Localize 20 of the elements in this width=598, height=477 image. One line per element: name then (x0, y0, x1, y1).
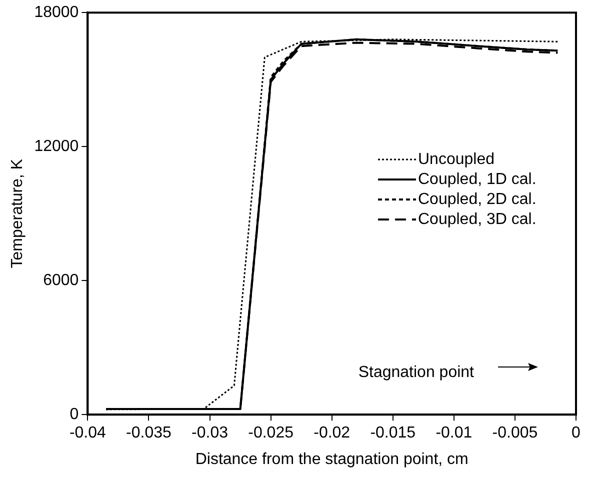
x-tick-label: -0.005 (492, 424, 538, 442)
y-axis-title: Temperature, K (9, 158, 26, 268)
legend-label: Coupled, 1D cal. (418, 170, 536, 188)
x-tick-label: -0.04 (69, 424, 106, 442)
x-tick-label: -0.015 (370, 424, 416, 442)
annotation: Stagnation point (358, 364, 475, 382)
x-tick-label: -0.02 (314, 424, 350, 442)
legend-label: Coupled, 3D cal. (418, 210, 536, 228)
y-tick-label: 0 (70, 406, 79, 424)
x-tick-label: 0 (572, 424, 581, 442)
x-tick-label: -0.035 (126, 424, 172, 442)
y-tick-label: 12000 (34, 138, 79, 156)
y-tick-label: 6000 (43, 272, 79, 290)
x-tick-label: -0.03 (192, 424, 228, 442)
legend-label: Uncoupled (418, 150, 494, 168)
x-tick-label: -0.025 (248, 424, 294, 442)
x-axis-title: Distance from the stagnation point, cm (195, 450, 468, 468)
y-tick-label: 18000 (34, 4, 79, 22)
legend-label: Coupled, 2D cal. (418, 190, 536, 208)
x-tick-label: -0.01 (436, 424, 472, 442)
